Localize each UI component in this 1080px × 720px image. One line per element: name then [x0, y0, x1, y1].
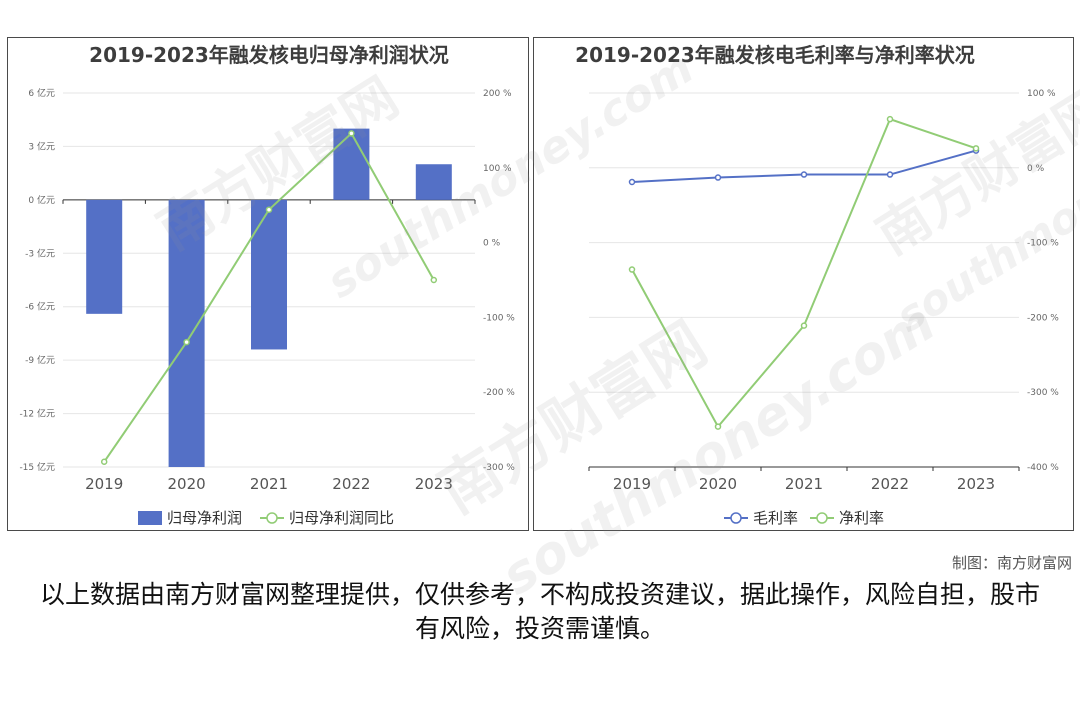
y2-tick-label: 100 % [483, 164, 512, 174]
y-tick-label: 3 亿元 [28, 140, 55, 152]
bar [86, 199, 123, 314]
x-tick-label: 2023 [415, 475, 453, 493]
y-tick-label: -12 亿元 [19, 408, 55, 420]
x-tick-label: 2019 [613, 475, 651, 493]
y2-tick-label: -200 % [483, 388, 515, 398]
y-tick-label: -3 亿元 [25, 247, 55, 259]
legend-marker [816, 512, 828, 524]
y2-tick-label: 200 % [483, 89, 512, 99]
y-tick-label: 6 亿元 [28, 87, 55, 99]
legend-marker [730, 512, 742, 524]
y-tick-label: -300 % [1027, 388, 1059, 398]
bar [415, 164, 452, 200]
margin-chart: 2019-2023年融发核电毛利率与净利率状况 100 % 0 % -100 % -2… [575, 43, 1059, 527]
x-tick-label: 2023 [957, 475, 995, 493]
chart-panel-margins: 2019-2023年融发核电毛利率与净利率状况 100 % 0 % -100 % -2… [533, 37, 1074, 531]
y-tick-label: 0 亿元 [28, 194, 55, 206]
x-tick-label: 2020 [168, 475, 206, 493]
chart-panel-net-profit: 2019-2023年融发核电归母净利润状况 6 亿元 3 亿元 0 亿元 -3 亿元 -… [7, 37, 529, 531]
data-point [265, 206, 273, 213]
chart-title: 2019-2023年融发核电毛利率与净利率状况 [575, 43, 975, 67]
chart-credit: 制图：南方财富网 [951, 554, 1072, 572]
legend-label: 净利率 [839, 509, 884, 527]
bar [251, 199, 287, 350]
bar [168, 199, 205, 467]
x-tick-label: 2021 [250, 475, 288, 493]
data-point [628, 178, 636, 186]
x-tick-label: 2020 [699, 475, 737, 493]
data-point [714, 423, 722, 430]
data-point [886, 115, 894, 123]
net-profit-chart: 2019-2023年融发核电归母净利润状况 6 亿元 3 亿元 0 亿元 -3 亿元 -… [19, 43, 515, 527]
data-point [714, 174, 722, 181]
data-point [800, 171, 808, 178]
chart-title: 2019-2023年融发核电归母净利润状况 [89, 43, 449, 67]
x-tick-label: 2021 [785, 475, 823, 493]
data-point [972, 145, 980, 152]
x-tick-label: 2022 [332, 475, 370, 493]
y-tick-label: -9 亿元 [25, 354, 55, 366]
y-tick-label: -6 亿元 [25, 301, 55, 313]
data-point [886, 171, 894, 178]
x-tick-label: 2019 [85, 475, 123, 493]
data-point [348, 130, 355, 137]
legend-label: 归母净利润 [167, 509, 242, 527]
disclaimer-text: 以上数据由南方财富网整理提供，仅供参考，不构成投资建议，据此操作，风险自担，股市… [40, 580, 1041, 643]
y-tick-label: 0 % [1027, 164, 1045, 174]
y-tick-label: 100 % [1027, 89, 1056, 99]
legend-label: 归母净利润同比 [289, 509, 394, 527]
y-tick-label: -15 亿元 [19, 461, 55, 473]
y2-tick-label: 0 % [483, 239, 501, 249]
legend-swatch [138, 511, 162, 525]
y2-tick-label: -100 % [483, 313, 515, 323]
y-tick-label: -100 % [1027, 239, 1059, 249]
y2-tick-label: -300 % [483, 463, 515, 473]
data-point [430, 276, 438, 284]
legend-label: 毛利率 [753, 509, 798, 527]
data-point [800, 322, 808, 329]
data-point [628, 266, 636, 273]
y-tick-label: -200 % [1027, 313, 1059, 323]
data-point [183, 338, 190, 346]
y-tick-label: -400 % [1027, 463, 1059, 473]
data-point [100, 458, 108, 466]
legend-marker [266, 512, 278, 524]
bar [333, 128, 370, 200]
x-tick-label: 2022 [871, 475, 909, 493]
